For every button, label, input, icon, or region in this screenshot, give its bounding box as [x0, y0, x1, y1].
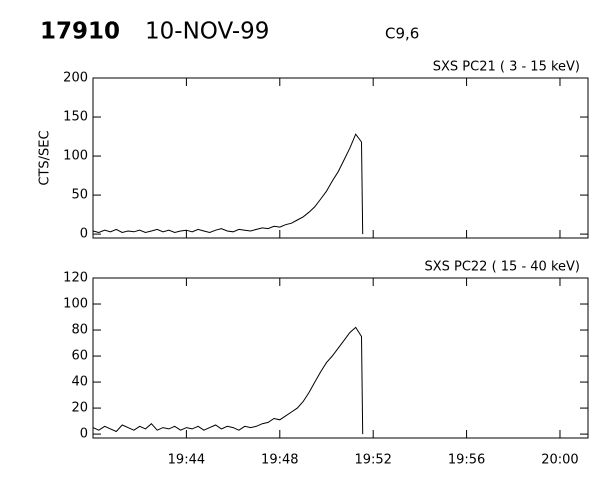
y-tick-label: 50	[71, 188, 88, 203]
panel-title: SXS PC22 ( 15 - 40 keV)	[424, 260, 580, 275]
x-tick-label: 19:56	[448, 453, 485, 468]
y-tick-label: 40	[71, 375, 88, 390]
x-tick-label: 19:48	[261, 453, 298, 468]
y-tick-label: 20	[71, 401, 88, 416]
y-axis-label: CTS/SEC	[38, 130, 53, 185]
plot-frame	[92, 77, 589, 239]
x-tick-label: 20:00	[541, 453, 578, 468]
data-line	[92, 133, 364, 235]
y-tick-label: 100	[63, 297, 88, 312]
panel-title: SXS PC21 ( 3 - 15 keV)	[433, 60, 580, 75]
y-tick-label: 0	[80, 227, 88, 242]
y-tick-label: 150	[63, 110, 88, 125]
x-tick-label: 19:52	[354, 453, 391, 468]
flare-class: C9,6	[385, 25, 419, 43]
event-id: 17910	[40, 19, 120, 45]
y-tick-label: 120	[63, 271, 88, 286]
x-tick-label: 19:44	[168, 453, 205, 468]
y-tick-label: 60	[71, 349, 88, 364]
y-tick-label: 100	[63, 149, 88, 164]
data-line	[92, 326, 364, 435]
event-date: 10-NOV-99	[145, 19, 269, 45]
y-tick-label: 80	[71, 323, 88, 338]
y-tick-label: 200	[63, 71, 88, 86]
y-tick-label: 0	[80, 427, 88, 442]
plot-frame	[92, 277, 589, 439]
